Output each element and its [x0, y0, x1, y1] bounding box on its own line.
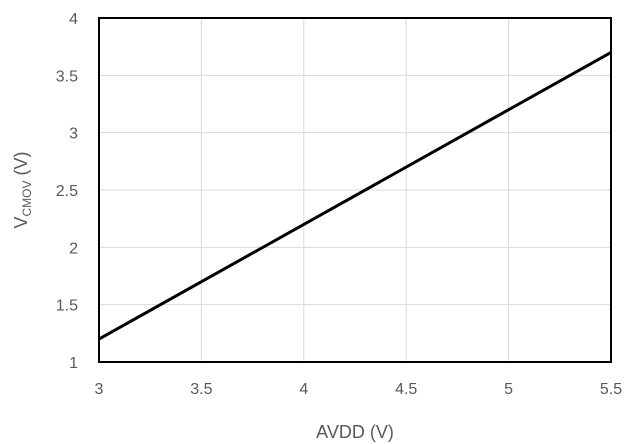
y-axis-title-main: V: [11, 216, 31, 228]
x-tick-label: 4.5: [395, 381, 417, 398]
x-tick-label: 5: [504, 381, 513, 398]
plot-frame: [98, 17, 612, 363]
x-tick-label: 3: [95, 381, 104, 398]
y-tick-label: 4: [69, 11, 78, 28]
x-axis-title: AVDD (V): [316, 422, 394, 442]
y-tick-label: 2: [69, 240, 78, 257]
y-tick-label: 3.5: [56, 68, 78, 85]
y-axis-title: VCMOV (V): [11, 151, 34, 228]
series-layer: [98, 51, 612, 341]
x-tick-label: 3.5: [190, 381, 212, 398]
y-tick-label: 1.5: [56, 298, 78, 315]
y-tick-label: 3: [69, 126, 78, 143]
y-tick-label: 2.5: [56, 183, 78, 200]
y-axis-title-subscript: CMOV: [20, 180, 34, 216]
series-line-0: [98, 51, 612, 341]
grid: [99, 18, 611, 362]
x-tick-label: 4: [299, 381, 308, 398]
y-axis-title-suffix: (V): [11, 151, 31, 180]
y-tick-label: 1: [69, 355, 78, 372]
y-tick-labels: 1 1.5 2 2.5 3 3.5 4: [56, 11, 78, 372]
x-tick-labels: 3 3.5 4 4.5 5 5.5: [95, 381, 623, 398]
x-tick-label: 5.5: [600, 381, 622, 398]
